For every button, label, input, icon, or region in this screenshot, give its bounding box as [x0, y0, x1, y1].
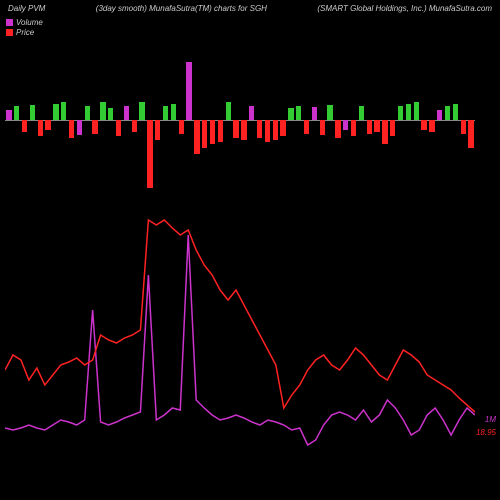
volume-bar	[312, 107, 317, 120]
line-panel	[5, 190, 475, 490]
volume-bar	[69, 120, 74, 138]
volume-bar	[233, 120, 238, 138]
volume-bar	[429, 120, 434, 132]
price-axis-label: 18.95	[476, 428, 496, 437]
volume-bar	[374, 120, 379, 132]
header-center-right: (SMART Global Holdings, Inc.) MunafaSutr…	[317, 4, 492, 13]
legend-label: Price	[16, 28, 34, 37]
volume-panel	[5, 50, 475, 190]
price-swatch-icon	[6, 29, 13, 36]
volume-bar	[61, 102, 66, 120]
volume-bar	[53, 104, 58, 120]
volume-bar	[273, 120, 278, 140]
volume-bar	[38, 120, 43, 136]
volume-bar	[421, 120, 426, 130]
volume-bar	[163, 106, 168, 120]
volume-bar	[14, 106, 19, 120]
volume-bar	[445, 106, 450, 120]
volume-bar	[139, 102, 144, 120]
volume-bar	[116, 120, 121, 136]
volume-bar	[327, 105, 332, 120]
volume-bar	[179, 120, 184, 134]
volume-bar	[351, 120, 356, 136]
legend-item-volume: Volume	[6, 18, 43, 27]
legend-label: Volume	[16, 18, 43, 27]
volume-bar	[6, 110, 11, 120]
volume-bar	[406, 104, 411, 120]
volume-bar	[147, 120, 152, 188]
volume-bar	[100, 102, 105, 120]
volume-bar	[194, 120, 199, 154]
volume-bar	[398, 106, 403, 120]
chart-line	[5, 235, 475, 445]
volume-bar	[241, 120, 246, 140]
volume-bar	[288, 108, 293, 120]
volume-bar	[186, 62, 191, 120]
volume-bar	[92, 120, 97, 134]
volume-axis-label: 1M	[485, 415, 496, 424]
volume-bar	[335, 120, 340, 138]
volume-bar	[218, 120, 223, 142]
volume-bar	[22, 120, 27, 132]
volume-bar	[304, 120, 309, 134]
volume-bar	[453, 104, 458, 120]
chart-header: Daily PVM (3day smooth) MunafaSutra(TM) …	[0, 4, 500, 13]
header-left: Daily PVM	[8, 4, 45, 13]
volume-bar	[265, 120, 270, 142]
volume-bar	[280, 120, 285, 136]
header-center-left: (3day smooth) MunafaSutra(TM) charts for…	[96, 4, 267, 13]
volume-bar	[124, 106, 129, 120]
legend: Volume Price	[6, 18, 43, 38]
volume-bar	[30, 105, 35, 120]
volume-bar	[210, 120, 215, 144]
volume-bar	[382, 120, 387, 144]
volume-bar	[461, 120, 466, 134]
volume-bar	[249, 106, 254, 120]
volume-bar	[320, 120, 325, 135]
chart-line	[5, 220, 475, 412]
chart-area	[5, 50, 475, 490]
volume-bar	[414, 102, 419, 120]
volume-bar	[155, 120, 160, 140]
volume-bar	[108, 108, 113, 120]
volume-bar	[77, 120, 82, 135]
volume-bar	[171, 104, 176, 120]
legend-item-price: Price	[6, 28, 43, 37]
volume-bar	[257, 120, 262, 138]
volume-bar	[343, 120, 348, 130]
volume-bar	[296, 106, 301, 120]
volume-swatch-icon	[6, 19, 13, 26]
volume-bar	[85, 106, 90, 120]
volume-bar	[468, 120, 473, 148]
volume-bar	[359, 106, 364, 120]
line-chart-svg	[5, 190, 475, 490]
volume-bar	[226, 102, 231, 120]
zero-axis-line	[5, 120, 475, 121]
volume-bar	[202, 120, 207, 148]
volume-bar	[390, 120, 395, 136]
volume-bar	[132, 120, 137, 132]
volume-bar	[437, 110, 442, 120]
volume-bar	[367, 120, 372, 134]
volume-bar	[45, 120, 50, 130]
